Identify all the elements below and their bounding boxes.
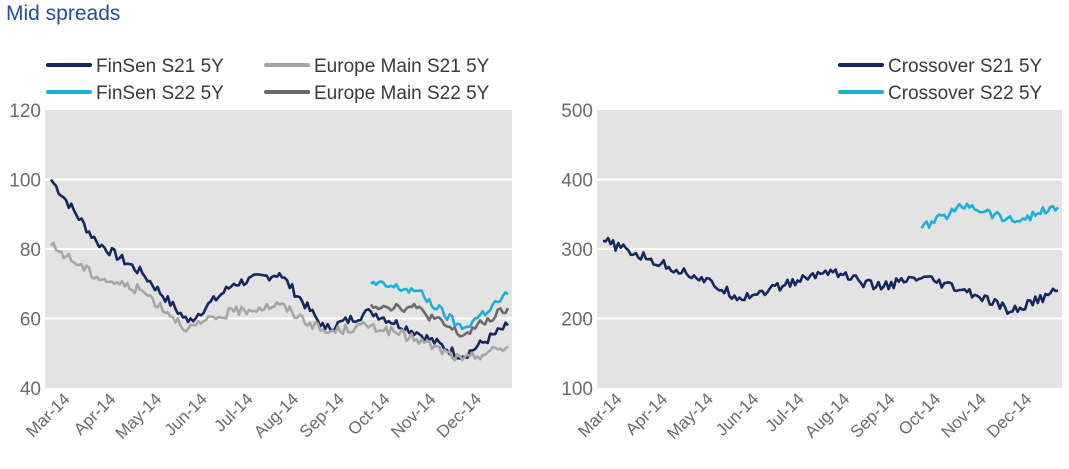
y-tick-label: 120 bbox=[9, 101, 41, 122]
x-tick-label: Oct-14 bbox=[344, 389, 394, 439]
series-line-finsen-s22-5y bbox=[370, 280, 509, 331]
x-tick-label: Nov-14 bbox=[387, 389, 439, 441]
x-tick-label: Dec-14 bbox=[433, 389, 485, 441]
y-tick-label: 100 bbox=[9, 171, 41, 192]
legend-label: Europe Main S21 5Y bbox=[314, 56, 490, 77]
legend-label: Crossover S21 5Y bbox=[888, 56, 1043, 77]
y-tick-label: 200 bbox=[561, 310, 593, 331]
y-tick-label: 100 bbox=[561, 379, 593, 400]
legend-label: Europe Main S22 5Y bbox=[314, 83, 490, 104]
y-tick-label: 500 bbox=[561, 101, 593, 122]
chart-title: Mid spreads bbox=[6, 2, 121, 25]
y-tick-label: 80 bbox=[20, 240, 41, 261]
x-tick-label: Apr-14 bbox=[70, 389, 120, 439]
x-tick-label: Sep-14 bbox=[847, 389, 899, 441]
x-tick-label: May-14 bbox=[663, 389, 717, 443]
x-tick-label: Jun-14 bbox=[712, 389, 762, 439]
x-tick-label: Aug-14 bbox=[250, 389, 302, 441]
x-tick-label: Aug-14 bbox=[801, 389, 853, 441]
y-tick-label: 400 bbox=[561, 171, 593, 192]
x-tick-label: May-14 bbox=[112, 389, 166, 443]
legend-label: FinSen S21 5Y bbox=[96, 56, 224, 77]
series-line-finsen-s21-5y bbox=[49, 178, 509, 360]
x-tick-label: Nov-14 bbox=[938, 389, 990, 441]
x-tick-label: Oct-14 bbox=[895, 389, 945, 439]
y-tick-label: 60 bbox=[20, 310, 41, 331]
x-tick-label: Dec-14 bbox=[983, 389, 1035, 441]
x-tick-label: Apr-14 bbox=[622, 389, 672, 439]
legend-label: FinSen S22 5Y bbox=[96, 83, 224, 104]
series-line-crossover-s21-5y bbox=[602, 236, 1059, 315]
y-tick-label: 40 bbox=[20, 379, 41, 400]
legend-label: Crossover S22 5Y bbox=[888, 83, 1043, 104]
series-line-crossover-s22-5y bbox=[920, 202, 1060, 229]
x-tick-label: Jun-14 bbox=[161, 389, 211, 439]
y-tick-label: 300 bbox=[561, 240, 593, 261]
x-tick-label: Sep-14 bbox=[296, 389, 348, 441]
series-line-europe-main-s22-5y bbox=[369, 302, 510, 338]
series-line-europe-main-s21-5y bbox=[50, 241, 509, 362]
